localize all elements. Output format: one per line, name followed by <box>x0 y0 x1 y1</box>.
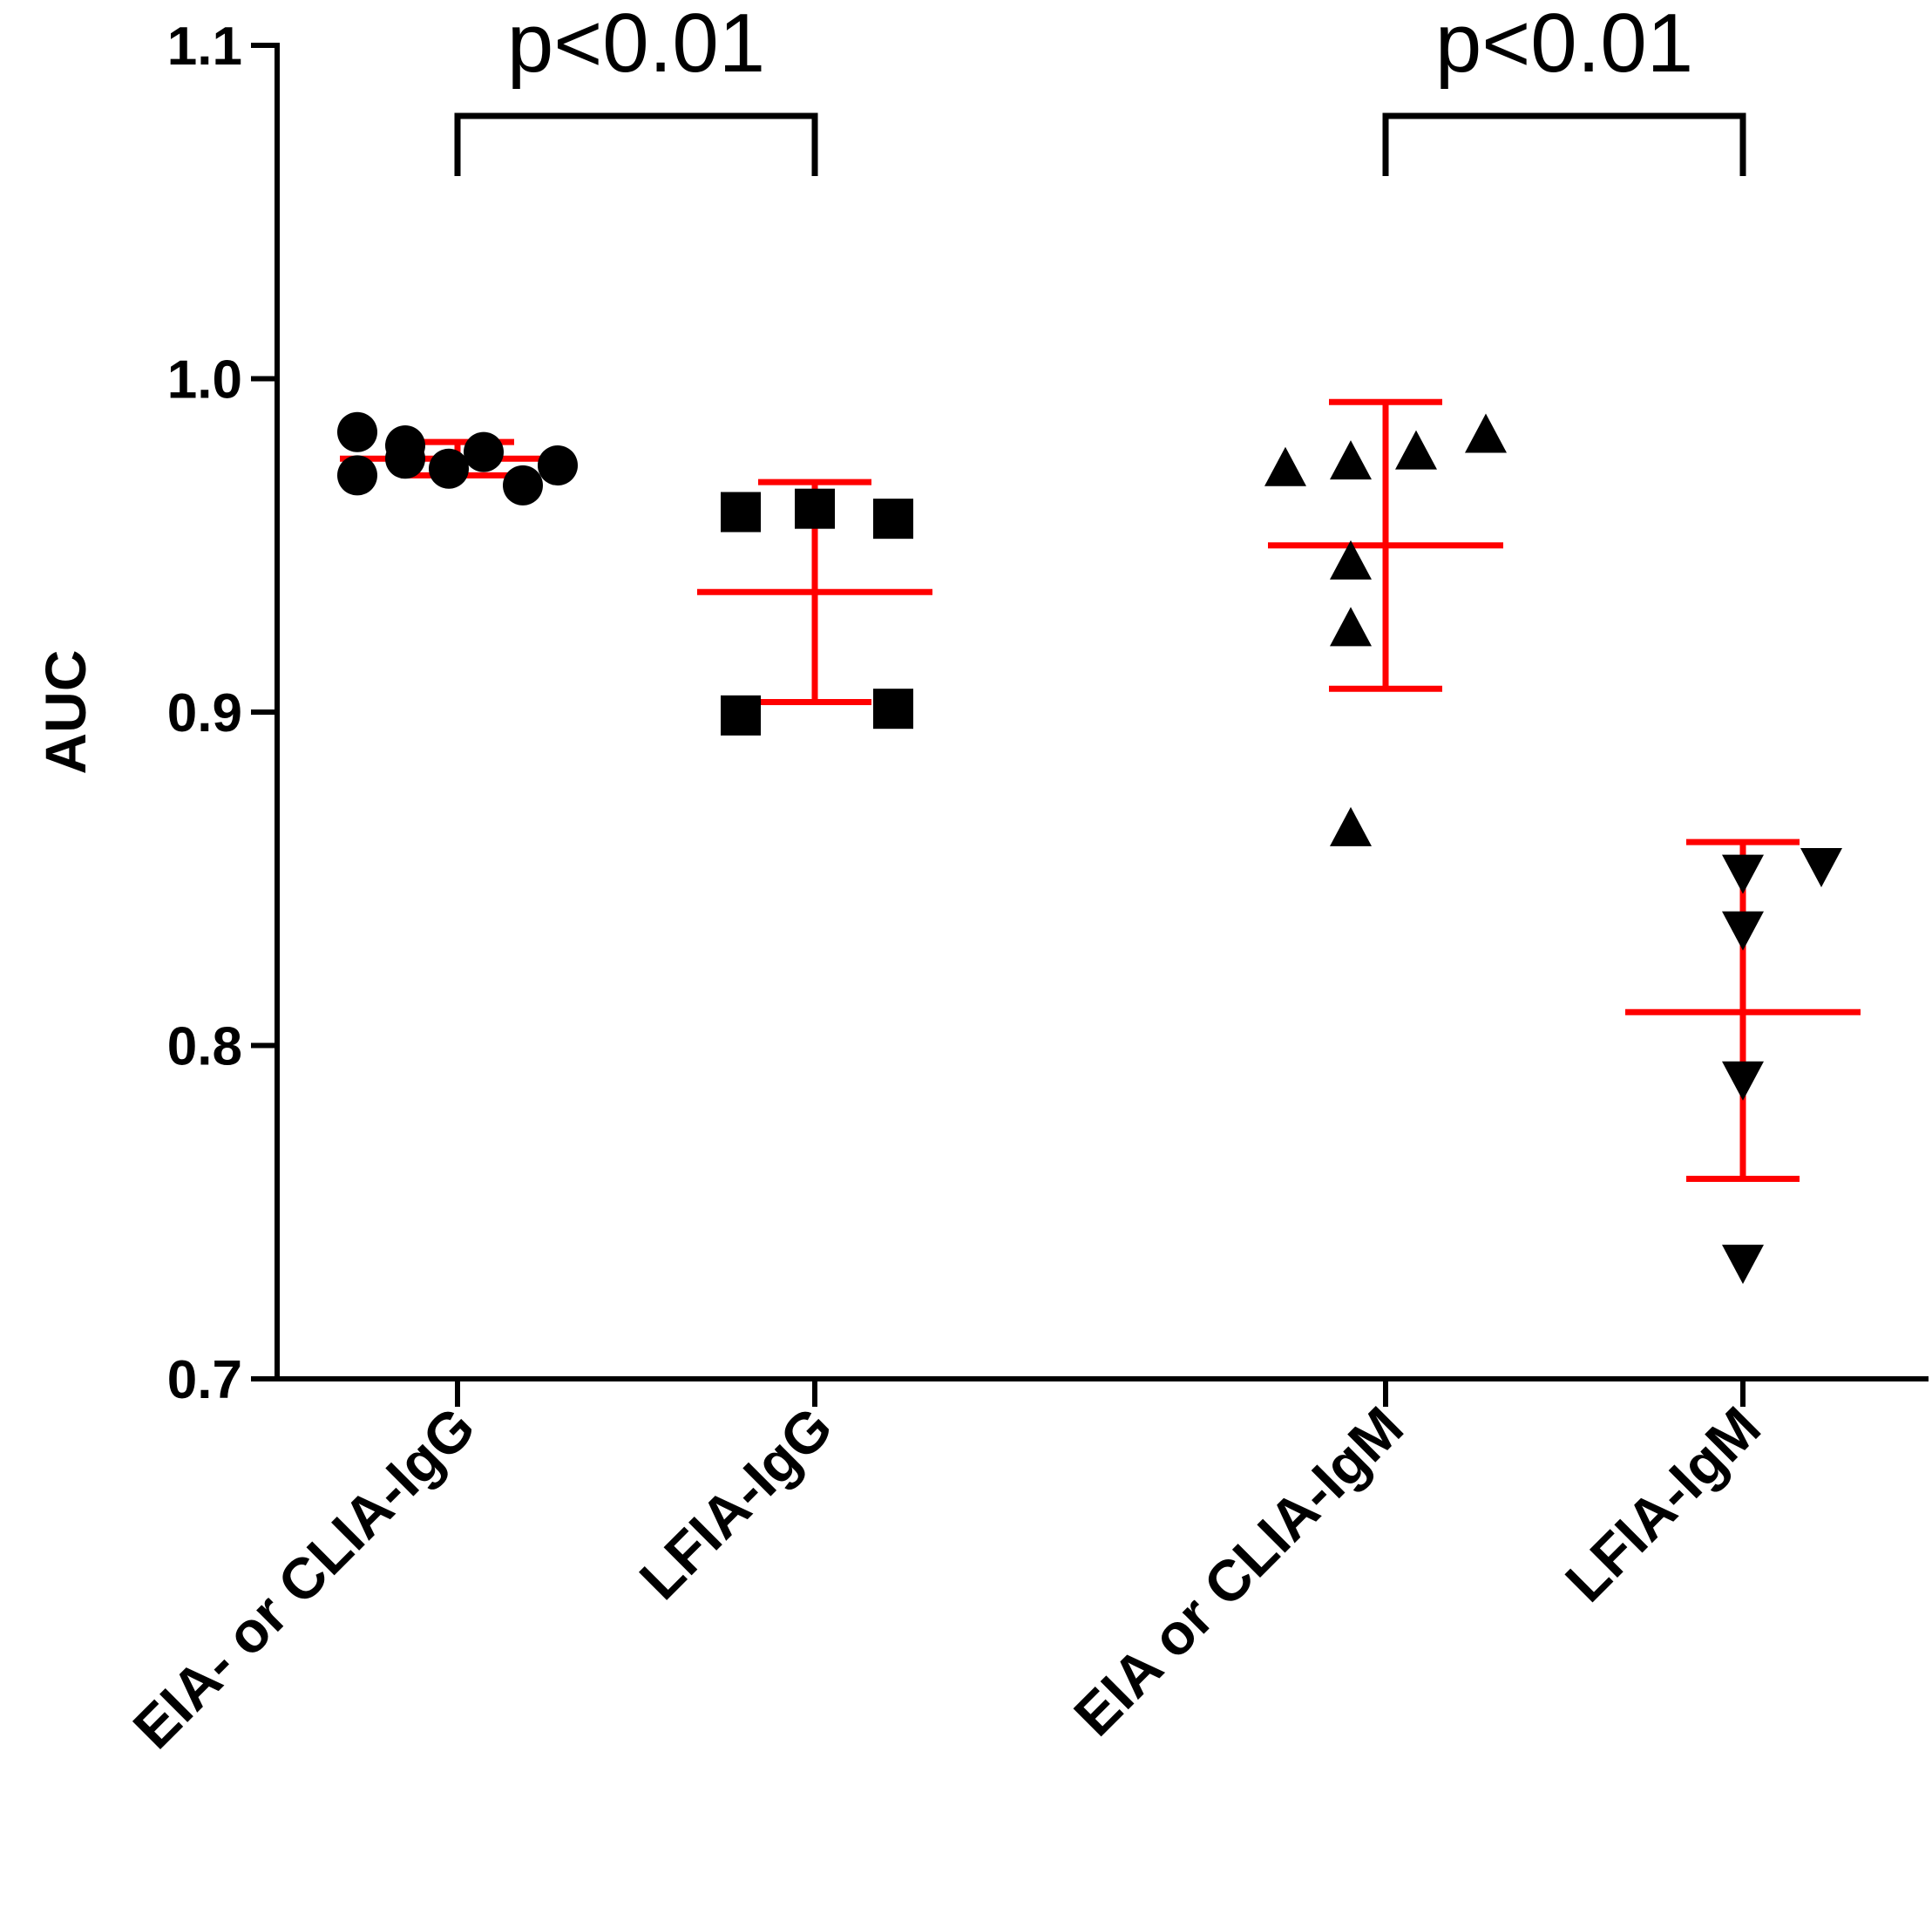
p-value-label: p<0.01 <box>1435 0 1693 90</box>
data-point-triangle-down <box>1722 1245 1764 1285</box>
y-tick-label: 1.1 <box>167 17 242 77</box>
data-point-triangle-down <box>1722 854 1764 894</box>
data-point-square <box>721 492 761 533</box>
data-point-square <box>795 488 835 529</box>
significance-bracket <box>454 112 818 176</box>
data-point-circle <box>337 455 377 496</box>
data-point-triangle-up <box>1465 413 1507 453</box>
significance-bracket <box>1382 112 1746 176</box>
x-category-label: EIA or CLIA-IgM <box>1061 1395 1415 1748</box>
data-point-square <box>721 695 761 736</box>
data-point-circle <box>503 465 543 506</box>
data-point-circle <box>429 448 469 489</box>
data-point-triangle-up <box>1395 430 1437 470</box>
data-point-triangle-up <box>1330 806 1372 846</box>
data-points <box>337 411 1842 1285</box>
y-tick-label: 0.9 <box>167 683 242 743</box>
data-point-triangle-down <box>1800 847 1842 887</box>
data-point-triangle-down <box>1722 911 1764 951</box>
x-category-label: LFIA-IgM <box>1553 1395 1773 1614</box>
y-axis-title: AUC <box>33 650 98 775</box>
data-point-circle <box>337 411 377 452</box>
y-tick-label: 1.0 <box>167 350 242 411</box>
mean-sd-bars <box>340 398 1861 1182</box>
significance-brackets: p<0.01 p<0.01 <box>454 0 1746 176</box>
data-point-circle <box>538 445 578 485</box>
data-point-triangle-up <box>1330 607 1372 647</box>
x-category-label: LFIA-IgG <box>627 1395 844 1612</box>
y-tick-label: 0.8 <box>167 1017 242 1077</box>
x-category-label: EIA- or CLIA-IgG <box>120 1395 486 1761</box>
data-point-triangle-up <box>1330 440 1372 480</box>
data-point-circle <box>464 431 504 472</box>
data-point-square <box>873 499 913 540</box>
x-ticks: EIA- or CLIA-IgG LFIA-IgG EIA or CLIA-IgM L… <box>120 1379 1773 1761</box>
data-point-triangle-up <box>1264 446 1306 486</box>
data-point-square <box>873 689 913 730</box>
y-ticks: 0.7 0.8 0.9 1.0 1.1 <box>167 17 277 1410</box>
data-point-triangle-up <box>1330 540 1372 580</box>
data-point-circle <box>385 438 425 479</box>
data-point-triangle-down <box>1722 1061 1764 1101</box>
p-value-label: p<0.01 <box>507 0 765 90</box>
y-tick-label: 0.7 <box>167 1350 242 1410</box>
axes <box>275 43 1929 1381</box>
